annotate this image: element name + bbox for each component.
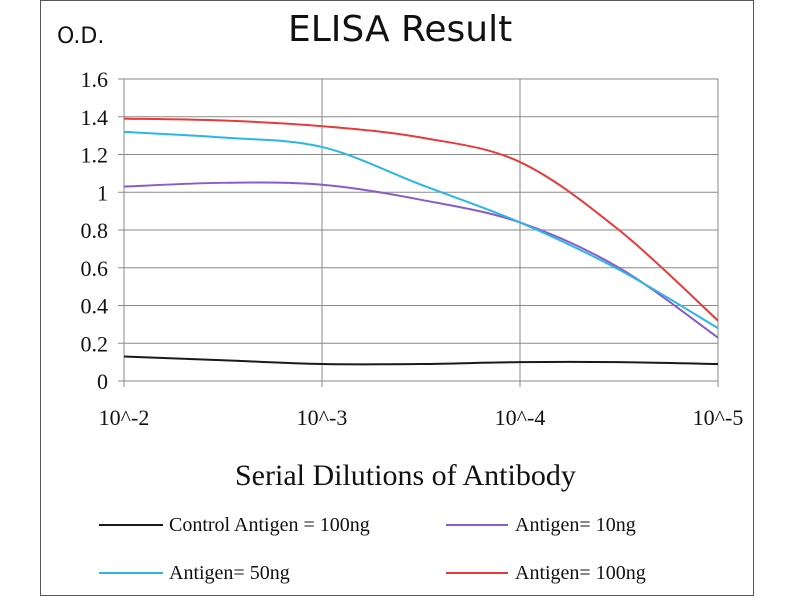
legend-item: Control Antigen = 100ng xyxy=(99,514,370,536)
legend: Control Antigen = 100ng Antigen= 10ng Anti… xyxy=(99,514,646,584)
legend-item: Antigen= 100ng xyxy=(446,562,646,584)
chart-title: ELISA Result xyxy=(288,9,512,50)
y-tick-label: 0 xyxy=(97,369,108,394)
legend-item: Antigen= 50ng xyxy=(99,562,290,584)
x-tick-label: 10^-4 xyxy=(495,405,546,430)
y-tick-label: 1.4 xyxy=(81,105,109,130)
series-lines xyxy=(123,117,719,366)
x-tick-label: 10^-5 xyxy=(693,405,744,430)
chart-frame: O.D. ELISA Result 0 0.2 0.4 0.6 0.8 1 1.2 1.4 1.… xyxy=(40,0,754,596)
y-tick-label: 0.2 xyxy=(81,331,109,356)
legend-label: Antigen= 100ng xyxy=(515,562,646,584)
y-axis-label: O.D. xyxy=(57,24,104,49)
axes: 0 0.2 0.4 0.6 0.8 1 1.2 1.4 1.6 10^-2 10^-3 10^-4 10… xyxy=(81,67,744,430)
plot-border xyxy=(123,78,719,382)
y-tick-label: 0.4 xyxy=(81,294,109,319)
legend-item: Antigen= 10ng xyxy=(446,514,636,536)
series-line-control-antigen-100ng xyxy=(123,355,719,366)
x-axis-label: Serial Dilutions of Antibody xyxy=(235,459,576,492)
x-tick-label: 10^-3 xyxy=(297,405,348,430)
elisa-chart: O.D. ELISA Result 0 0.2 0.4 0.6 0.8 1 1.2 1.4 1.… xyxy=(57,9,744,584)
series-line-antigen-10ng xyxy=(123,181,719,339)
y-tick-label: 0.6 xyxy=(81,256,109,281)
y-tick-label: 1 xyxy=(97,180,108,205)
grid xyxy=(123,78,719,382)
legend-label: Control Antigen = 100ng xyxy=(169,514,370,536)
series-line-antigen-100ng xyxy=(123,117,719,322)
y-tick-label: 1.2 xyxy=(81,143,109,168)
legend-label: Antigen= 10ng xyxy=(515,514,636,536)
y-tick-label: 0.8 xyxy=(81,218,109,243)
series-line-antigen-50ng xyxy=(123,130,719,330)
legend-label: Antigen= 50ng xyxy=(169,562,290,584)
x-tick-label: 10^-2 xyxy=(99,405,150,430)
y-tick-label: 1.6 xyxy=(81,67,109,92)
